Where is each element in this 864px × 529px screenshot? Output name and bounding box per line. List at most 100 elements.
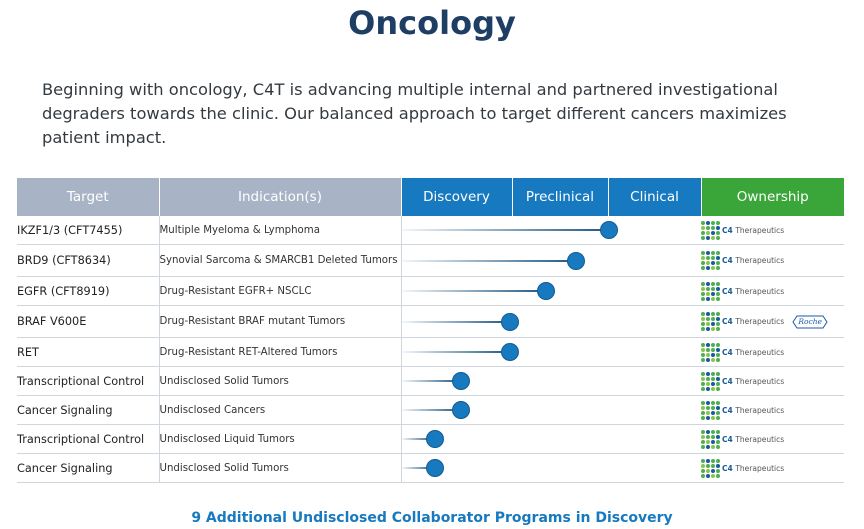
cell-indication: Undisclosed Liquid Tumors: [159, 424, 402, 454]
progress-marker: [452, 372, 471, 390]
c4-logo-icon: [701, 429, 720, 449]
footer-note: 9 Additional Undisclosed Collaborator Pr…: [191, 510, 673, 526]
header-discovery: Discovery: [401, 178, 513, 216]
c4-logo-icon: [701, 458, 720, 478]
page-title: Oncology: [348, 4, 516, 42]
intro-paragraph: Beginning with oncology, C4T is advancin…: [42, 80, 787, 147]
cell-progress: [401, 216, 701, 245]
cell-progress: [401, 366, 701, 396]
progress-marker: [537, 282, 556, 300]
roche-logo: Roche: [792, 315, 828, 329]
owner-label: C4 Therapeutics: [722, 317, 785, 326]
progress-bar: [401, 320, 510, 323]
c4-logo-icon: [701, 220, 720, 240]
cell-target: EGFR (CFT8919): [17, 276, 160, 306]
cell-ownership: C4 Therapeutics: [701, 395, 844, 425]
table-row: BRAF V600E Drug-Resistant BRAF mutant Tum…: [17, 305, 844, 338]
cell-indication: Drug-Resistant BRAF mutant Tumors: [159, 305, 402, 338]
cell-indication: Synovial Sarcoma & SMARCB1 Deleted Tumor…: [159, 244, 402, 277]
table-row: Transcriptional Control Undisclosed Solid…: [17, 366, 844, 396]
cell-ownership: C4 Therapeutics: [701, 216, 844, 245]
table-row: IKZF1/3 (CFT7455) Multiple Myeloma & Lymp…: [17, 216, 844, 245]
cell-progress: [401, 453, 701, 483]
progress-marker: [501, 312, 520, 331]
c4-therapeutics-logo: C4 Therapeutics: [701, 220, 785, 240]
table-row: Cancer Signaling Undisclosed Solid Tumors…: [17, 453, 844, 483]
cell-progress: [401, 337, 701, 367]
cell-ownership: C4 Therapeutics: [701, 337, 844, 367]
progress-bar: [401, 467, 435, 469]
cell-ownership: C4 Therapeutics: [701, 424, 844, 454]
owner-label: C4 Therapeutics: [722, 225, 785, 235]
c4-therapeutics-logo: C4 Therapeutics: [701, 312, 784, 331]
cell-ownership: C4 Therapeutics: [701, 244, 844, 277]
header-preclinical: Preclinical: [512, 178, 609, 216]
progress-marker: [501, 343, 520, 361]
table-row: BRD9 (CFT8634) Synovial Sarcoma & SMARCB1…: [17, 244, 844, 277]
cell-progress: [401, 424, 701, 454]
cell-target: Cancer Signaling: [17, 453, 160, 483]
cell-ownership: C4 Therapeutics: [701, 366, 844, 396]
table-row: RET Drug-Resistant RET-Altered Tumors C4 T…: [17, 337, 844, 367]
header-clinical: Clinical: [608, 178, 702, 216]
cell-ownership: C4 Therapeutics: [701, 276, 844, 306]
cell-progress: [401, 395, 701, 425]
partner-label: Roche: [798, 317, 822, 326]
progress-bar: [401, 438, 435, 440]
progress-marker: [452, 401, 471, 419]
c4-therapeutics-logo: C4 Therapeutics: [701, 342, 785, 362]
progress-bar: [401, 409, 461, 411]
owner-label: C4 Therapeutics: [722, 376, 785, 386]
c4-logo-icon: [701, 400, 720, 420]
cell-indication: Multiple Myeloma & Lymphoma: [159, 216, 402, 245]
cell-indication: Drug-Resistant EGFR+ NSCLC: [159, 276, 402, 306]
owner-label: C4 Therapeutics: [722, 405, 785, 415]
c4-therapeutics-logo: C4 Therapeutics: [701, 429, 785, 449]
c4-therapeutics-logo: C4 Therapeutics: [701, 458, 785, 478]
owner-label: C4 Therapeutics: [722, 286, 785, 296]
cell-progress: [401, 244, 701, 277]
c4-logo-icon: [701, 251, 720, 270]
header-ownership: Ownership: [701, 178, 844, 216]
c4-logo-icon: [701, 281, 720, 301]
progress-bar: [401, 351, 510, 353]
cell-indication: Drug-Resistant RET-Altered Tumors: [159, 337, 402, 367]
c4-logo-icon: [701, 342, 720, 362]
table-header-row: Target Indication(s) Discovery Preclinic…: [17, 178, 844, 216]
owner-label: C4 Therapeutics: [722, 256, 785, 265]
owner-label: C4 Therapeutics: [722, 347, 785, 357]
header-indication: Indication(s): [159, 178, 402, 216]
table-row: Transcriptional Control Undisclosed Liqui…: [17, 424, 844, 454]
progress-marker: [600, 221, 619, 239]
c4-therapeutics-logo: C4 Therapeutics: [701, 251, 784, 270]
progress-marker: [426, 430, 445, 448]
c4-therapeutics-logo: C4 Therapeutics: [701, 400, 785, 420]
progress-bar: [401, 290, 546, 292]
progress-bar: [401, 259, 576, 262]
header-target: Target: [17, 178, 160, 216]
c4-logo-icon: [701, 312, 720, 331]
owner-label: C4 Therapeutics: [722, 463, 785, 473]
c4-logo-icon: [701, 371, 720, 391]
owner-label: C4 Therapeutics: [722, 434, 785, 444]
cell-target: RET: [17, 337, 160, 367]
cell-target: Transcriptional Control: [17, 424, 160, 454]
cell-target: IKZF1/3 (CFT7455): [17, 216, 160, 245]
cell-target: Transcriptional Control: [17, 366, 160, 396]
cell-indication: Undisclosed Solid Tumors: [159, 453, 402, 483]
c4-therapeutics-logo: C4 Therapeutics: [701, 281, 785, 301]
c4-therapeutics-logo: C4 Therapeutics: [701, 371, 785, 391]
progress-marker: [426, 459, 445, 477]
table-row: Cancer Signaling Undisclosed Cancers C4 Th…: [17, 395, 844, 425]
cell-target: Cancer Signaling: [17, 395, 160, 425]
pipeline-table: Target Indication(s) Discovery Preclinic…: [17, 178, 844, 483]
progress-bar: [401, 380, 461, 382]
progress-marker: [567, 251, 586, 270]
table-row: EGFR (CFT8919) Drug-Resistant EGFR+ NSCLC…: [17, 276, 844, 306]
cell-target: BRD9 (CFT8634): [17, 244, 160, 277]
cell-indication: Undisclosed Cancers: [159, 395, 402, 425]
cell-ownership: C4 Therapeutics: [701, 453, 844, 483]
cell-progress: [401, 276, 701, 306]
cell-ownership: C4 Therapeutics Roche: [701, 305, 844, 338]
cell-indication: Undisclosed Solid Tumors: [159, 366, 402, 396]
